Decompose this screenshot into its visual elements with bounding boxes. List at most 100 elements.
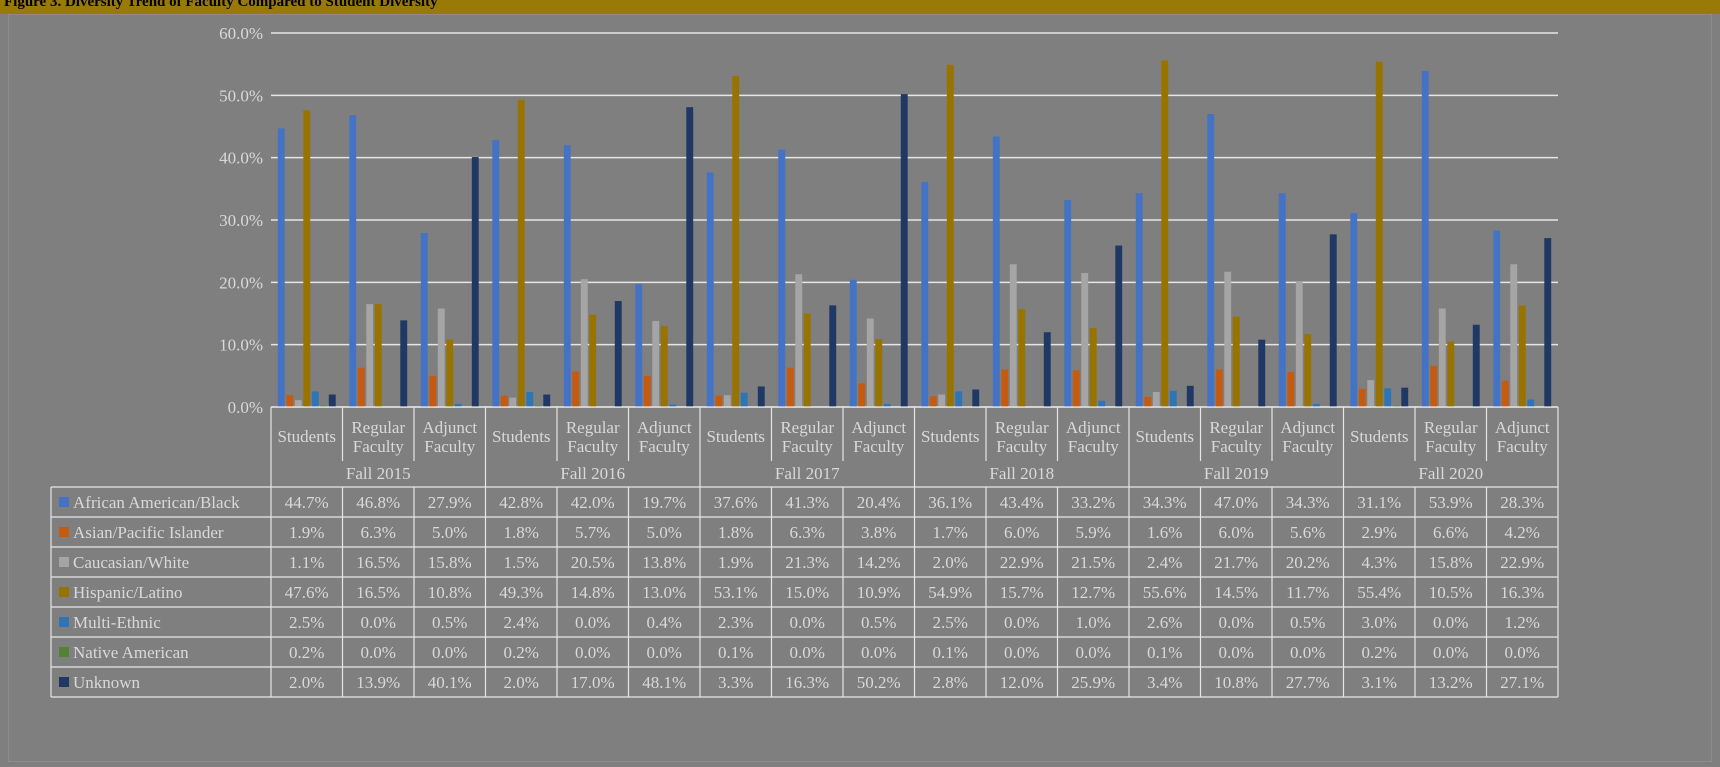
data-label: 14.8% [571,583,615,602]
category-label: Faculty [1211,437,1262,456]
bar [311,391,319,407]
title-bar: Figure 3. Diversity Trend of Faculty Com… [0,0,1720,14]
data-label: 2.8% [933,673,968,692]
bar [1350,213,1358,407]
data-label: 46.8% [356,493,400,512]
legend-key [59,587,69,597]
category-label: Adjunct [851,418,906,437]
bar [1375,61,1383,407]
data-label: 36.1% [928,493,972,512]
data-label: 6.0% [1004,523,1039,542]
legend-key [59,557,69,567]
group-label: Fall 2020 [1418,464,1483,483]
data-label: 2.0% [933,553,968,572]
data-label: 15.7% [1000,583,1044,602]
bar [732,76,740,407]
data-label: 0.2% [504,643,539,662]
data-label: 0.0% [432,643,467,662]
data-label: 11.7% [1286,583,1329,602]
bar [294,400,302,407]
bar [1089,327,1097,407]
data-label: 53.9% [1429,493,1473,512]
data-label: 13.2% [1429,673,1473,692]
data-label: 49.3% [499,583,543,602]
data-label: 1.1% [289,553,324,572]
data-label: 0.1% [933,643,968,662]
bar [1430,365,1438,407]
bar [643,375,651,407]
data-label: 0.0% [1433,643,1468,662]
category-label: Faculty [1068,437,1119,456]
bar [723,395,731,407]
bar [858,383,866,407]
bar [454,403,462,407]
data-label: 3.1% [1362,673,1397,692]
data-label: 5.0% [432,523,467,542]
bar [437,308,445,407]
data-label: 0.0% [1219,613,1254,632]
data-label: 1.0% [1076,613,1111,632]
data-label: 0.0% [1219,643,1254,662]
y-tick-label: 30.0% [219,211,263,230]
bar [660,325,668,407]
bar [706,172,714,407]
data-label: 0.1% [1147,643,1182,662]
bar [1161,60,1169,407]
bar [1295,281,1303,407]
bar [429,375,437,407]
data-label: 16.5% [356,583,400,602]
group-label: Fall 2016 [560,464,625,483]
bar [1072,370,1080,407]
data-label: 0.0% [1004,643,1039,662]
legend-key [59,497,69,507]
data-label: 2.3% [718,613,753,632]
bar [946,64,954,407]
data-label: 0.0% [790,643,825,662]
data-label: 0.0% [1004,613,1039,632]
bar [1447,341,1455,407]
data-label: 20.5% [571,553,615,572]
bar [635,284,643,407]
data-label: 0.0% [1076,643,1111,662]
bar [1312,403,1320,407]
legend-label: African American/Black [73,493,240,512]
data-label: 48.1% [642,673,686,692]
legend-key [59,647,69,657]
category-label: Students [277,427,336,446]
bar [614,301,622,407]
data-label: 27.1% [1500,673,1544,692]
data-label: 0.2% [289,643,324,662]
bar [1518,305,1526,407]
data-label: 6.3% [790,523,825,542]
data-label: 42.0% [571,493,615,512]
data-label: 12.0% [1000,673,1044,692]
data-label: 5.6% [1290,523,1325,542]
legend-label: Unknown [73,673,141,692]
bar [1527,399,1535,407]
bar [1501,380,1509,407]
data-label: 4.3% [1362,553,1397,572]
bar [1144,397,1152,407]
data-label: 50.2% [857,673,901,692]
data-label: 3.4% [1147,673,1182,692]
data-label: 2.5% [289,613,324,632]
bar [1064,200,1072,407]
bar [357,367,365,407]
bar [328,394,336,407]
category-label: Faculty [639,437,690,456]
bar [1018,309,1026,407]
bar [509,397,517,407]
bar [778,149,786,407]
bar [420,233,428,407]
bar [866,318,874,407]
category-label: Adjunct [1066,418,1121,437]
data-label: 21.7% [1214,553,1258,572]
bar [1287,372,1295,407]
bar [740,392,748,407]
data-label: 21.3% [785,553,829,572]
bar [1392,405,1400,407]
data-label: 6.6% [1433,523,1468,542]
data-label: 0.4% [647,613,682,632]
group-label: Fall 2017 [775,464,840,483]
group-label: Fall 2015 [346,464,411,483]
